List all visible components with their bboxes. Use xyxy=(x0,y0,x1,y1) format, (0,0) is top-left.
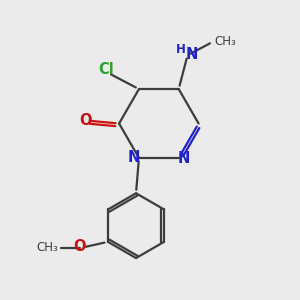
Text: CH₃: CH₃ xyxy=(36,241,58,254)
Text: N: N xyxy=(128,150,140,165)
Text: O: O xyxy=(74,239,86,254)
Text: N: N xyxy=(178,151,190,166)
Text: CH₃: CH₃ xyxy=(214,35,236,49)
Text: Cl: Cl xyxy=(99,62,114,77)
Text: N: N xyxy=(186,47,198,62)
Text: H: H xyxy=(176,44,186,56)
Text: O: O xyxy=(79,113,92,128)
